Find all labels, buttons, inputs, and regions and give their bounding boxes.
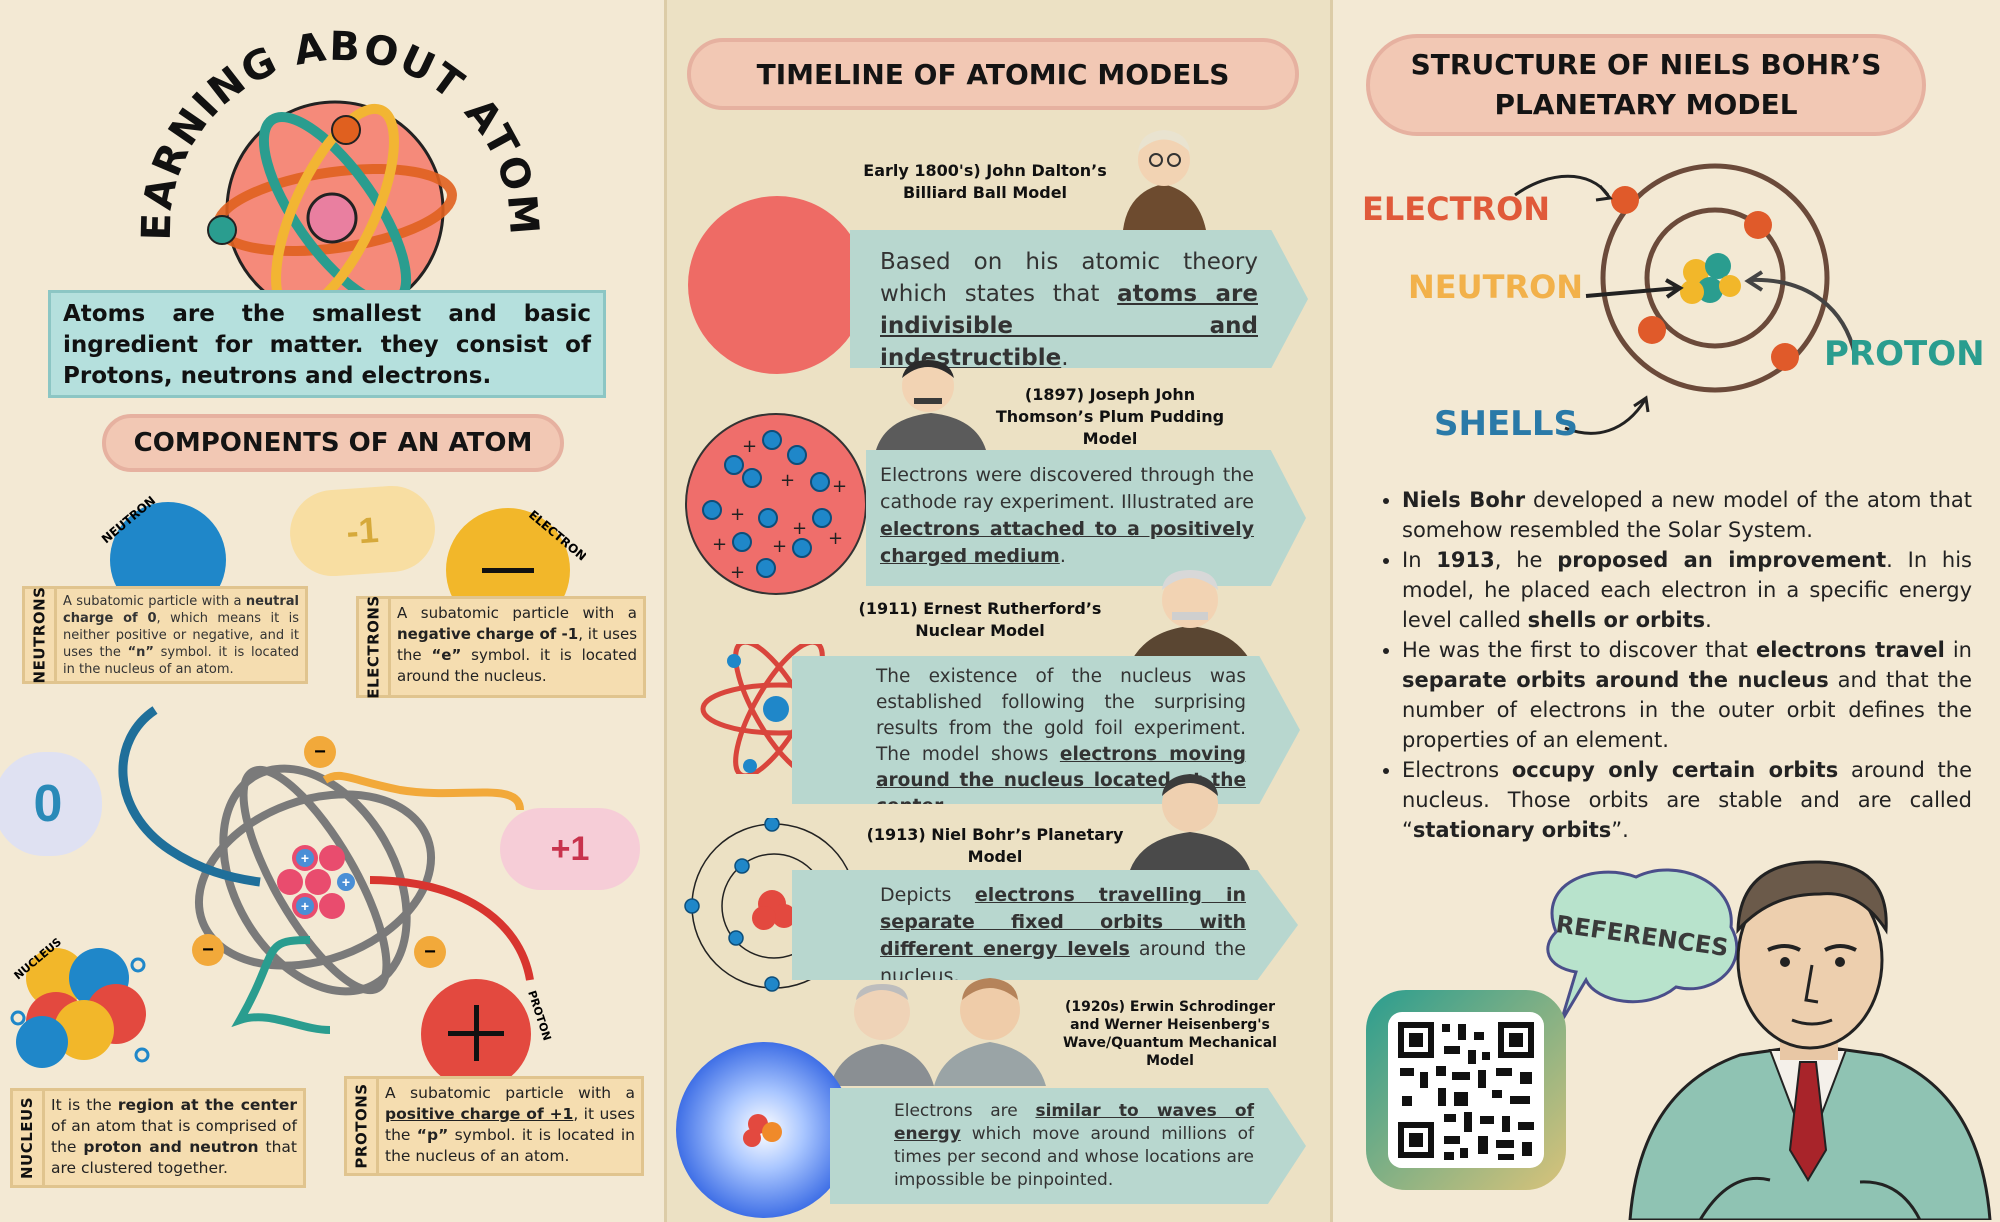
dalton-portrait — [1123, 130, 1206, 230]
electron-graphic: ELECTRON — [446, 508, 586, 610]
svg-text:+: + — [828, 528, 843, 549]
bohr-fact-item: He was the first to discover that electr… — [1402, 635, 1972, 755]
svg-text:+: + — [792, 518, 807, 539]
timeline-title: TIMELINE OF ATOMIC MODELS — [687, 38, 1299, 110]
atom-components-diagram: + + + − − − — [118, 706, 534, 1034]
svg-text:+: + — [772, 536, 787, 557]
nucleus-text: It is the region at the center of an ato… — [51, 1096, 297, 1177]
thomson-portrait — [876, 360, 986, 450]
nucleus-graphic: NUCLEUS — [10, 935, 150, 1068]
zero-cloud: 0 — [0, 752, 102, 856]
neutrons-side-label: NEUTRONS — [30, 586, 49, 684]
schrodinger-heisenberg-portraits — [830, 978, 1046, 1086]
timeline-1-title: Early 1800's) John Dalton’s Billiard Bal… — [863, 161, 1107, 202]
svg-text:+: + — [780, 470, 795, 491]
bohr-fact-item: Electrons occupy only certain orbits aro… — [1402, 755, 1972, 845]
dalton-ball-model — [688, 196, 866, 374]
bohr-title: STRUCTURE OF NIELS BOHR’S PLANETARY MODE… — [1366, 34, 1926, 136]
svg-text:+: + — [301, 850, 309, 866]
electrons-side-label: ELECTRONS — [364, 595, 383, 699]
references-bubble: REFERENCES — [1546, 868, 1739, 1023]
references-qr-frame[interactable] — [1366, 990, 1566, 1190]
electrons-box: ELECTRONS A subatomic particle with a ne… — [356, 595, 646, 699]
svg-text:+: + — [730, 562, 745, 583]
nucleus-cluster: + + + — [277, 845, 355, 919]
svg-text:−: − — [202, 939, 214, 961]
bohr-neutron-label: NEUTRON — [1408, 268, 1584, 306]
bohr-portrait-small — [1130, 774, 1250, 870]
intro-description: Atoms are the smallest and basic ingredi… — [48, 290, 606, 398]
proton-graphic: PROTON — [421, 979, 554, 1088]
nucleus-side-label: NUCLEUS — [18, 1096, 37, 1180]
timeline-3-desc: The existence of the nucleus was establi… — [792, 656, 1300, 804]
svg-text:+: + — [342, 874, 350, 890]
timeline-5-title: (1920s) Erwin Schrodinger and Werner Hei… — [1063, 999, 1277, 1069]
svg-text:−: − — [424, 941, 436, 963]
svg-text:+: + — [301, 898, 309, 914]
svg-text:+: + — [742, 436, 757, 457]
bohr-shells-label: SHELLS — [1434, 404, 1578, 444]
minus-one-cloud: -1 — [287, 483, 438, 579]
neutrons-text: A subatomic particle with a neutral char… — [63, 594, 299, 677]
protons-side-label: PROTONS — [352, 1083, 371, 1169]
neutrons-box: NEUTRONS A subatomic particle with a neu… — [22, 586, 308, 684]
svg-text:+: + — [730, 504, 745, 525]
protons-box: PROTONS A subatomic particle with a posi… — [344, 1076, 644, 1176]
bohr-fact-item: In 1913, he proposed an improvement. In … — [1402, 545, 1972, 635]
bohr-facts-list: Niels Bohr developed a new model of the … — [1380, 485, 1972, 845]
references-qr-code[interactable] — [1388, 1012, 1544, 1168]
bohr-fact-item: Niels Bohr developed a new model of the … — [1402, 485, 1972, 545]
niels-bohr-portrait — [1628, 860, 1992, 1220]
components-title: COMPONENTS OF AN ATOM — [102, 414, 564, 472]
rutherford-portrait — [1128, 570, 1254, 668]
bohr-proton-label: PROTON — [1824, 334, 1985, 374]
plus-one-cloud: +1 — [500, 808, 640, 890]
timeline-5-desc: Electrons are similar to waves of energy… — [830, 1088, 1306, 1204]
timeline-2-title: (1897) Joseph John Thomson’s Plum Puddin… — [995, 385, 1225, 448]
learning-atoms-logo: LEARNING ABOUT ATOMS — [110, 10, 545, 310]
timeline-3-title: (1911) Ernest Rutherford’s Nuclear Model — [858, 599, 1102, 640]
quantum-cloud-model — [676, 1042, 852, 1218]
electrons-text: A subatomic particle with a negative cha… — [397, 604, 638, 685]
timeline-4-desc: Depicts electrons travelling in separate… — [792, 870, 1298, 980]
plum-pudding-model: ++ ++ ++ +++ — [685, 413, 867, 595]
neutron-graphic: NEUTRON — [99, 493, 226, 602]
bohr-electron-label: ELECTRON — [1362, 190, 1551, 228]
timeline-1-desc: Based on his atomic theory which states … — [850, 230, 1308, 368]
svg-text:+: + — [832, 476, 847, 497]
svg-text:−: − — [314, 741, 326, 763]
timeline-4-title: (1913) Niel Bohr’s Planetary Model — [866, 825, 1124, 866]
protons-text: A subatomic particle with a positive cha… — [385, 1084, 635, 1165]
svg-text:+: + — [712, 534, 727, 555]
bohr-structure-diagram — [1514, 163, 1857, 435]
nucleus-box: NUCLEUS It is the region at the center o… — [10, 1088, 306, 1188]
timeline-2-desc: Electrons were discovered through the ca… — [866, 450, 1306, 586]
